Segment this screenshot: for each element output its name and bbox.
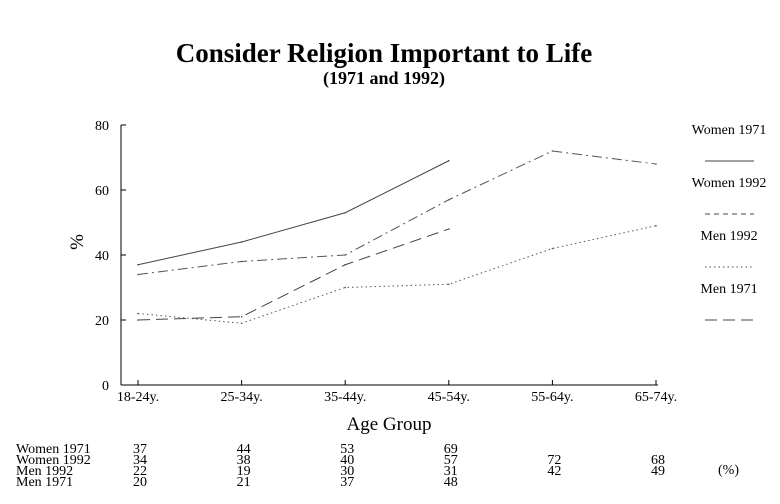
data-point — [240, 322, 243, 325]
table-cell: 38 — [237, 453, 251, 468]
table-cell: 19 — [237, 464, 251, 479]
data-point — [655, 163, 657, 165]
table-cell: 21 — [237, 475, 251, 490]
legend-label: Men 1971 — [700, 282, 757, 297]
table-cell: 31 — [444, 464, 458, 479]
legend-label: Women 1971 — [692, 123, 767, 138]
table-cell: 20 — [133, 475, 147, 490]
series-line-2 — [137, 225, 657, 324]
y-tick-label: 60 — [95, 184, 109, 199]
data-point — [655, 224, 657, 227]
data-point — [448, 283, 450, 286]
table-row-label: Men 1971 — [16, 475, 73, 490]
series-line-0 — [137, 160, 450, 266]
x-tick-label: 55-64y. — [531, 390, 573, 405]
x-tick-label: 25-34y. — [220, 390, 262, 405]
table-row-label: Men 1992 — [16, 464, 73, 479]
series-line-1 — [137, 150, 657, 275]
chart-title: Consider Religion Important to Life — [176, 38, 593, 68]
x-tick-label: 35-44y. — [324, 390, 366, 405]
data-point — [448, 198, 450, 201]
table-unit-label: (%) — [718, 463, 739, 478]
table-cell: 40 — [340, 453, 354, 468]
table-cell: 49 — [651, 464, 665, 479]
data-point — [240, 315, 243, 318]
data-point — [137, 312, 139, 315]
data-point — [137, 273, 139, 276]
data-point — [344, 263, 347, 266]
y-axis-title: % — [67, 234, 88, 250]
data-point — [240, 260, 243, 263]
series-line-3 — [137, 228, 449, 321]
data-point — [448, 159, 450, 162]
data-point — [240, 241, 243, 243]
table-cell: 72 — [547, 453, 561, 468]
data-point — [448, 228, 450, 230]
data-point — [137, 319, 139, 321]
data-point — [137, 263, 139, 266]
data-point — [551, 150, 554, 152]
table-cell: 30 — [340, 464, 354, 479]
chart-subtitle: (1971 and 1992) — [323, 68, 445, 89]
table-cell: 68 — [651, 453, 665, 468]
y-tick-label: 20 — [95, 314, 109, 329]
table-cell: 57 — [444, 453, 458, 468]
table-cell: 42 — [547, 464, 561, 479]
legend-label: Women 1992 — [692, 176, 767, 191]
table-row-label: Women 1992 — [16, 453, 91, 468]
data-point — [551, 247, 554, 250]
x-axis-title: Age Group — [347, 414, 432, 435]
table-cell: 37 — [133, 442, 147, 457]
table-cell: 48 — [444, 475, 458, 490]
x-tick-label: 45-54y. — [428, 390, 470, 405]
data-point — [344, 286, 347, 289]
table-row-label: Women 1971 — [16, 442, 91, 457]
table-cell: 44 — [237, 442, 251, 457]
table-cell: 37 — [340, 475, 354, 490]
data-point — [344, 211, 347, 214]
y-tick-label: 80 — [95, 119, 109, 134]
x-tick-label: 18-24y. — [117, 390, 159, 405]
legend-label: Men 1992 — [700, 229, 757, 244]
table-cell: 22 — [133, 464, 147, 479]
table-cell: 34 — [133, 453, 147, 468]
y-tick-label: 40 — [95, 249, 109, 264]
table-cell: 53 — [340, 442, 354, 457]
x-tick-label: 65-74y. — [635, 390, 677, 405]
y-tick-label: 0 — [102, 379, 109, 394]
table-cell: 69 — [444, 442, 458, 457]
data-point — [344, 254, 347, 256]
